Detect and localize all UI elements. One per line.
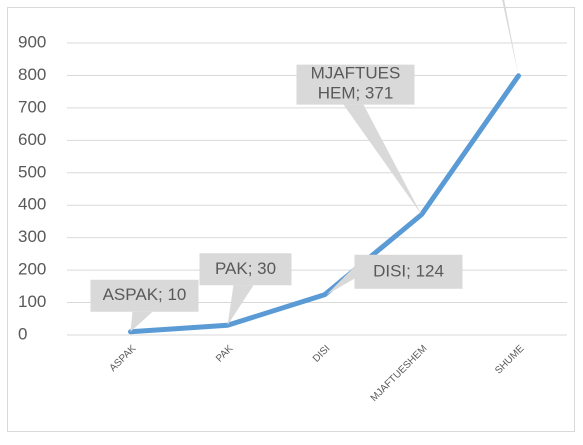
- y-tick-label: 500: [18, 162, 46, 181]
- y-tick-label: 600: [18, 130, 46, 149]
- callout-box: [296, 64, 415, 105]
- callout-box: [90, 279, 199, 312]
- callout-box: [354, 254, 463, 289]
- y-tick-label: 300: [18, 227, 46, 246]
- y-tick-label: 700: [18, 97, 46, 116]
- callout-pointer: [227, 285, 254, 326]
- y-tick-label: 100: [18, 292, 46, 311]
- y-tick-label: 0: [18, 324, 27, 343]
- data-label: MJAFTUES HEM; 371: [311, 64, 401, 103]
- data-label: DISI; 124: [373, 261, 444, 280]
- callout-pointer: [502, 0, 519, 76]
- chart-border: [7, 7, 575, 432]
- data-label: ASPAK; 10: [103, 285, 187, 304]
- callout-pointer: [130, 311, 153, 332]
- y-tick-label: 400: [18, 195, 46, 214]
- data-label-line: HEM; 371: [318, 84, 394, 103]
- data-label-line: MJAFTUES: [311, 64, 401, 83]
- callout-box: [199, 253, 292, 286]
- y-tick-label: 200: [18, 260, 46, 279]
- y-tick-label: 800: [18, 65, 46, 84]
- y-tick-label: 900: [18, 32, 46, 51]
- line: [128, 73, 521, 335]
- data-label: PAK; 30: [215, 259, 276, 278]
- callout-pointer: [343, 104, 422, 215]
- callout-pointer: [326, 266, 355, 295]
